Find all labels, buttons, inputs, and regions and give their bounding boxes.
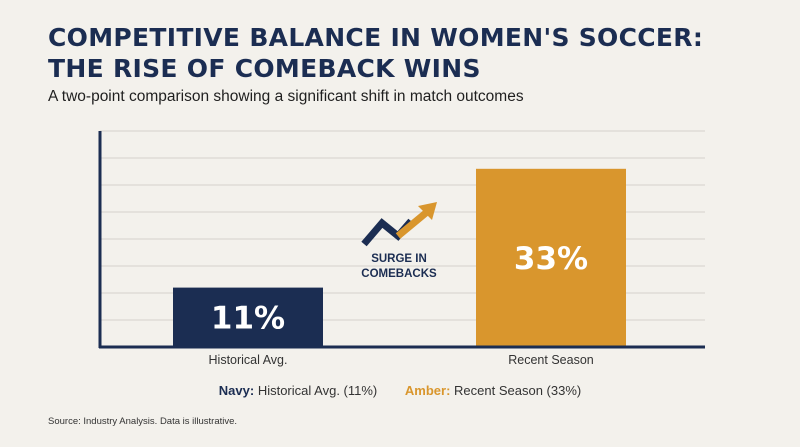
bar-historical <box>173 287 323 347</box>
bar-recent <box>476 168 626 347</box>
data-label: 11% <box>211 300 285 336</box>
chart-title: COMPETITIVE BALANCE IN WOMEN'S SOCCER: T… <box>48 22 768 84</box>
chart-title-line-2: THE RISE OF COMEBACK WINS <box>48 54 481 83</box>
legend-item-recent: Amber: Recent Season (33%) <box>405 383 581 398</box>
x-tick-label: Recent Season <box>508 353 594 367</box>
x-tick-label: Historical Avg. <box>209 353 288 367</box>
source-note: Source: Industry Analysis. Data is illus… <box>48 416 238 427</box>
chart-subtitle: A two-point comparison showing a signifi… <box>48 88 524 105</box>
legend-text-historical: Historical Avg. (11%) <box>257 383 378 398</box>
trend-up-arrow-head-icon <box>418 202 437 220</box>
annotation-label: SURGE IN <box>371 253 427 265</box>
legend-key-navy: Navy: <box>218 383 255 398</box>
legend-key-amber: Amber: <box>404 383 451 398</box>
chart-title-line-1: COMPETITIVE BALANCE IN WOMEN'S SOCCER: <box>48 23 704 52</box>
legend-text-recent: Recent Season (33%) <box>454 383 582 398</box>
trend-up-arrow-icon-amber <box>395 209 430 239</box>
annotation-label: COMEBACKS <box>361 268 437 280</box>
legend-item-historical: Navy: Historical Avg. (11%) <box>219 383 381 398</box>
data-label: 33% <box>514 241 588 277</box>
legend: Navy: Historical Avg. (11%) Amber: Recen… <box>0 383 800 398</box>
